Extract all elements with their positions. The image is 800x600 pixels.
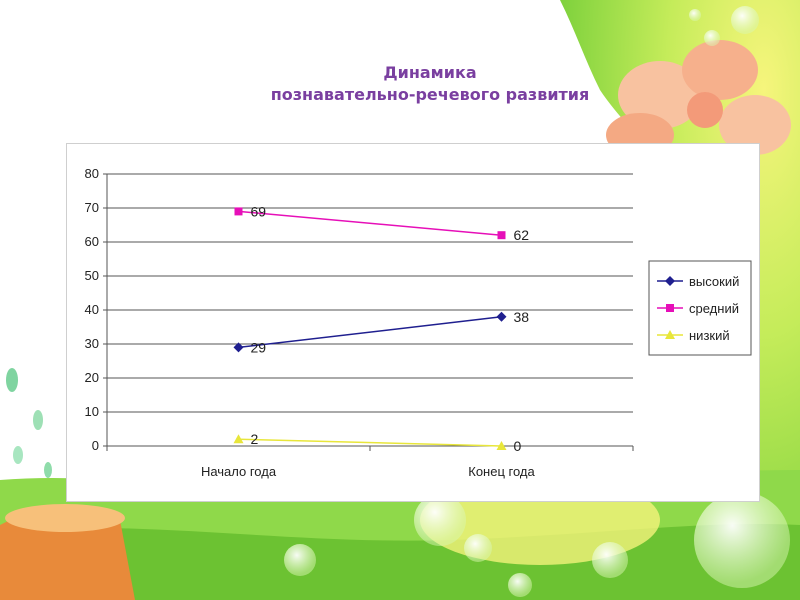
- data-point: [234, 207, 243, 216]
- series-line-1: [238, 210, 502, 236]
- stump-decoration: [0, 504, 135, 600]
- y-tick-label: 40: [85, 302, 99, 317]
- legend-label: средний: [689, 301, 739, 316]
- data-point: [233, 434, 244, 444]
- y-tick-label: 30: [85, 336, 99, 351]
- x-tick-label: Начало года: [201, 464, 277, 479]
- y-tick-label: 0: [92, 438, 99, 453]
- data-labels: 29 38 69 62 2 0: [251, 203, 530, 454]
- data-label: 62: [514, 227, 530, 243]
- data-label: 38: [514, 309, 530, 325]
- data-label: 69: [251, 203, 267, 219]
- legend-marker: [665, 330, 675, 339]
- grid-lines: [107, 173, 633, 447]
- y-tick-label: 20: [85, 370, 99, 385]
- legend-marker: [665, 276, 675, 286]
- data-label: 0: [514, 438, 522, 454]
- flower-decoration: [606, 40, 791, 157]
- bubble-decorations: [284, 6, 790, 597]
- data-point: [496, 441, 507, 450]
- legend-marker: [666, 304, 674, 312]
- slide-title-line1: Динамика: [383, 63, 477, 82]
- y-tick-label: 10: [85, 404, 99, 419]
- slide-title-line2: познавательно-речевого развития: [270, 85, 590, 104]
- data-label: 29: [251, 339, 267, 355]
- leaf-decorations: [6, 368, 52, 478]
- data-point: [497, 231, 506, 240]
- legend: высокий средний низкий: [648, 260, 752, 356]
- data-label: 2: [251, 431, 259, 447]
- x-tick-label: Конец года: [468, 464, 535, 479]
- data-point: [233, 342, 244, 353]
- y-tick-label: 70: [85, 200, 99, 215]
- series-lines: [233, 207, 507, 450]
- y-tick-label: 50: [85, 268, 99, 283]
- legend-label: высокий: [689, 274, 739, 289]
- series-line-0: [238, 316, 502, 349]
- y-tick-label: 80: [85, 166, 99, 181]
- series-line-2: [238, 438, 502, 447]
- data-point: [496, 311, 507, 322]
- legend-label: низкий: [689, 328, 730, 343]
- chart-panel: 0 10 20 30 40 50 60 70 80 Начало года Конец года 2…: [66, 143, 760, 502]
- y-tick-label: 60: [85, 234, 99, 249]
- slide-title: Динамика познавательно-речевого развития: [0, 62, 800, 106]
